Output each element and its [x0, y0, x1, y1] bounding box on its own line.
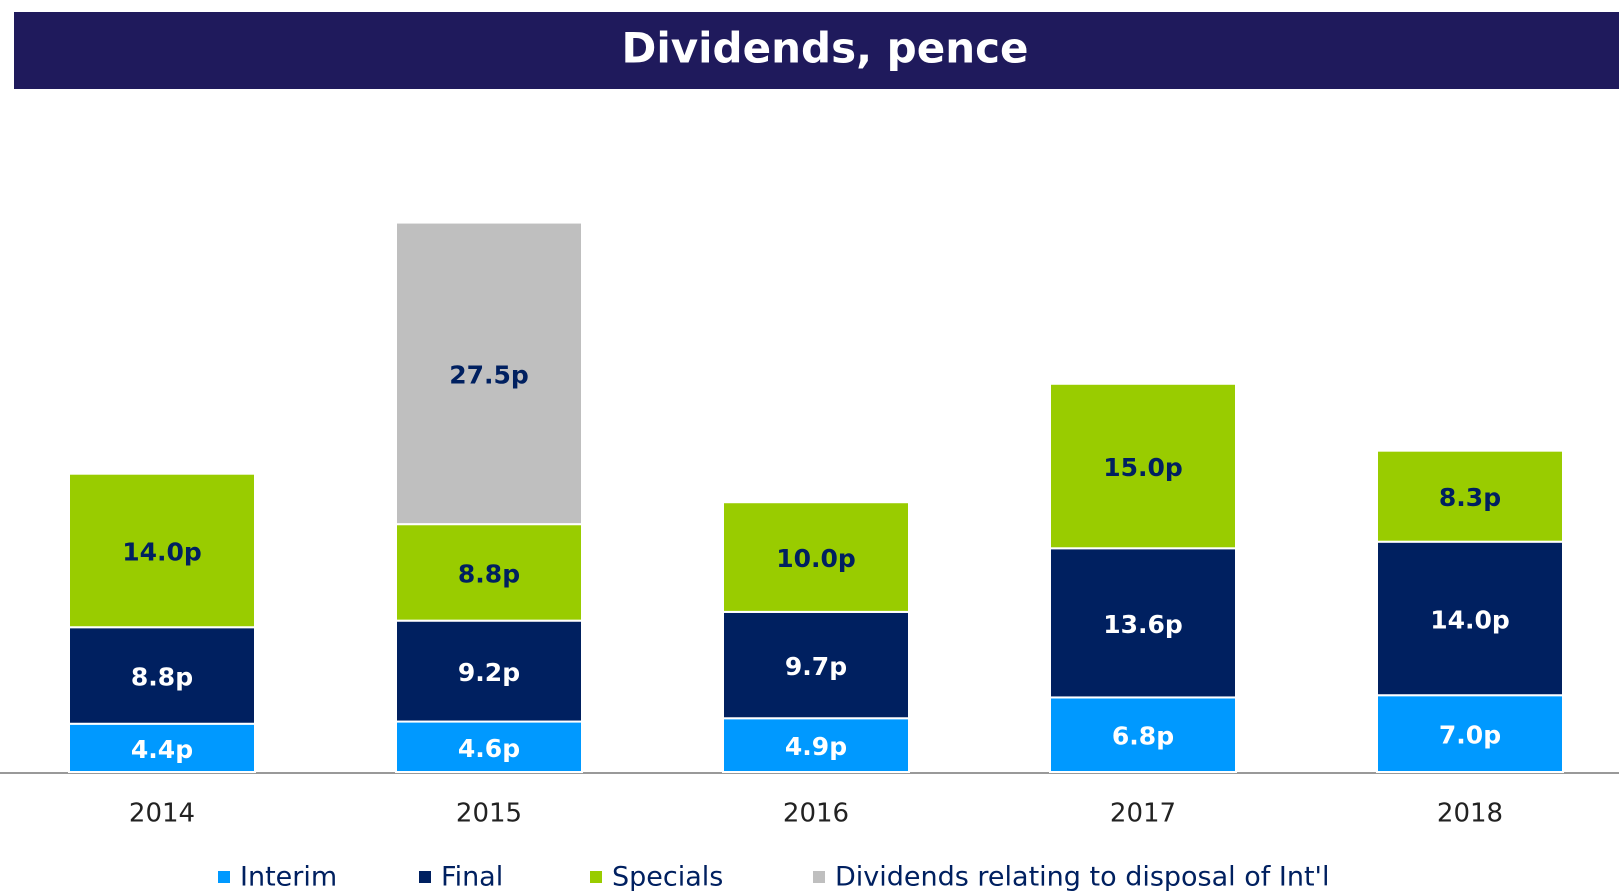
bar-segment — [722, 610, 910, 720]
bar-segment — [68, 722, 256, 773]
bar-segment — [1049, 547, 1237, 699]
data-label: 4.6p — [458, 734, 520, 763]
bar-segment — [68, 626, 256, 725]
data-label: 9.2p — [458, 658, 520, 687]
bar-segment — [68, 472, 256, 629]
legend-swatch — [590, 871, 602, 883]
bar-segment — [1049, 382, 1237, 550]
data-label: 14.0p — [1430, 605, 1510, 634]
legend-swatch — [419, 871, 431, 883]
x-tick-label: 2015 — [456, 799, 522, 829]
bar-segment — [395, 523, 583, 622]
data-label: 13.6p — [1103, 610, 1183, 639]
x-tick-label: 2016 — [783, 799, 849, 829]
data-label: 14.0p — [122, 537, 202, 566]
data-label: 6.8p — [1112, 722, 1174, 751]
x-tick-label: 2017 — [1110, 799, 1176, 829]
legend-label: Interim — [240, 862, 337, 893]
bar-segment — [722, 717, 910, 773]
data-label: 10.0p — [776, 544, 856, 573]
data-label: 15.0p — [1103, 453, 1183, 482]
data-label: 8.8p — [458, 559, 520, 588]
x-tick-label: 2014 — [129, 799, 195, 829]
legend-label: Dividends relating to disposal of Int'l — [835, 862, 1329, 893]
legend-label: Specials — [612, 862, 723, 893]
bar-segment — [1049, 696, 1237, 774]
data-label: 8.8p — [131, 662, 193, 691]
x-tick-label: 2018 — [1437, 799, 1503, 829]
legend-swatch — [218, 871, 230, 883]
bar-segment — [395, 221, 583, 526]
bar-segment — [722, 501, 910, 613]
title-bar — [14, 12, 1619, 89]
bar-segment — [1376, 449, 1564, 543]
data-label: 4.4p — [131, 735, 193, 764]
legend-label: Final — [441, 862, 503, 893]
bar-segment — [1376, 540, 1564, 697]
chart-title: Dividends, pence — [622, 24, 1029, 73]
bar-segment — [395, 720, 583, 774]
bar-segment — [395, 619, 583, 723]
data-label: 9.7p — [785, 652, 847, 681]
data-label: 7.0p — [1439, 721, 1501, 750]
data-label: 8.3p — [1439, 483, 1501, 512]
data-label: 27.5p — [449, 360, 529, 389]
data-label: 4.9p — [785, 732, 847, 761]
legend-swatch — [813, 871, 825, 883]
